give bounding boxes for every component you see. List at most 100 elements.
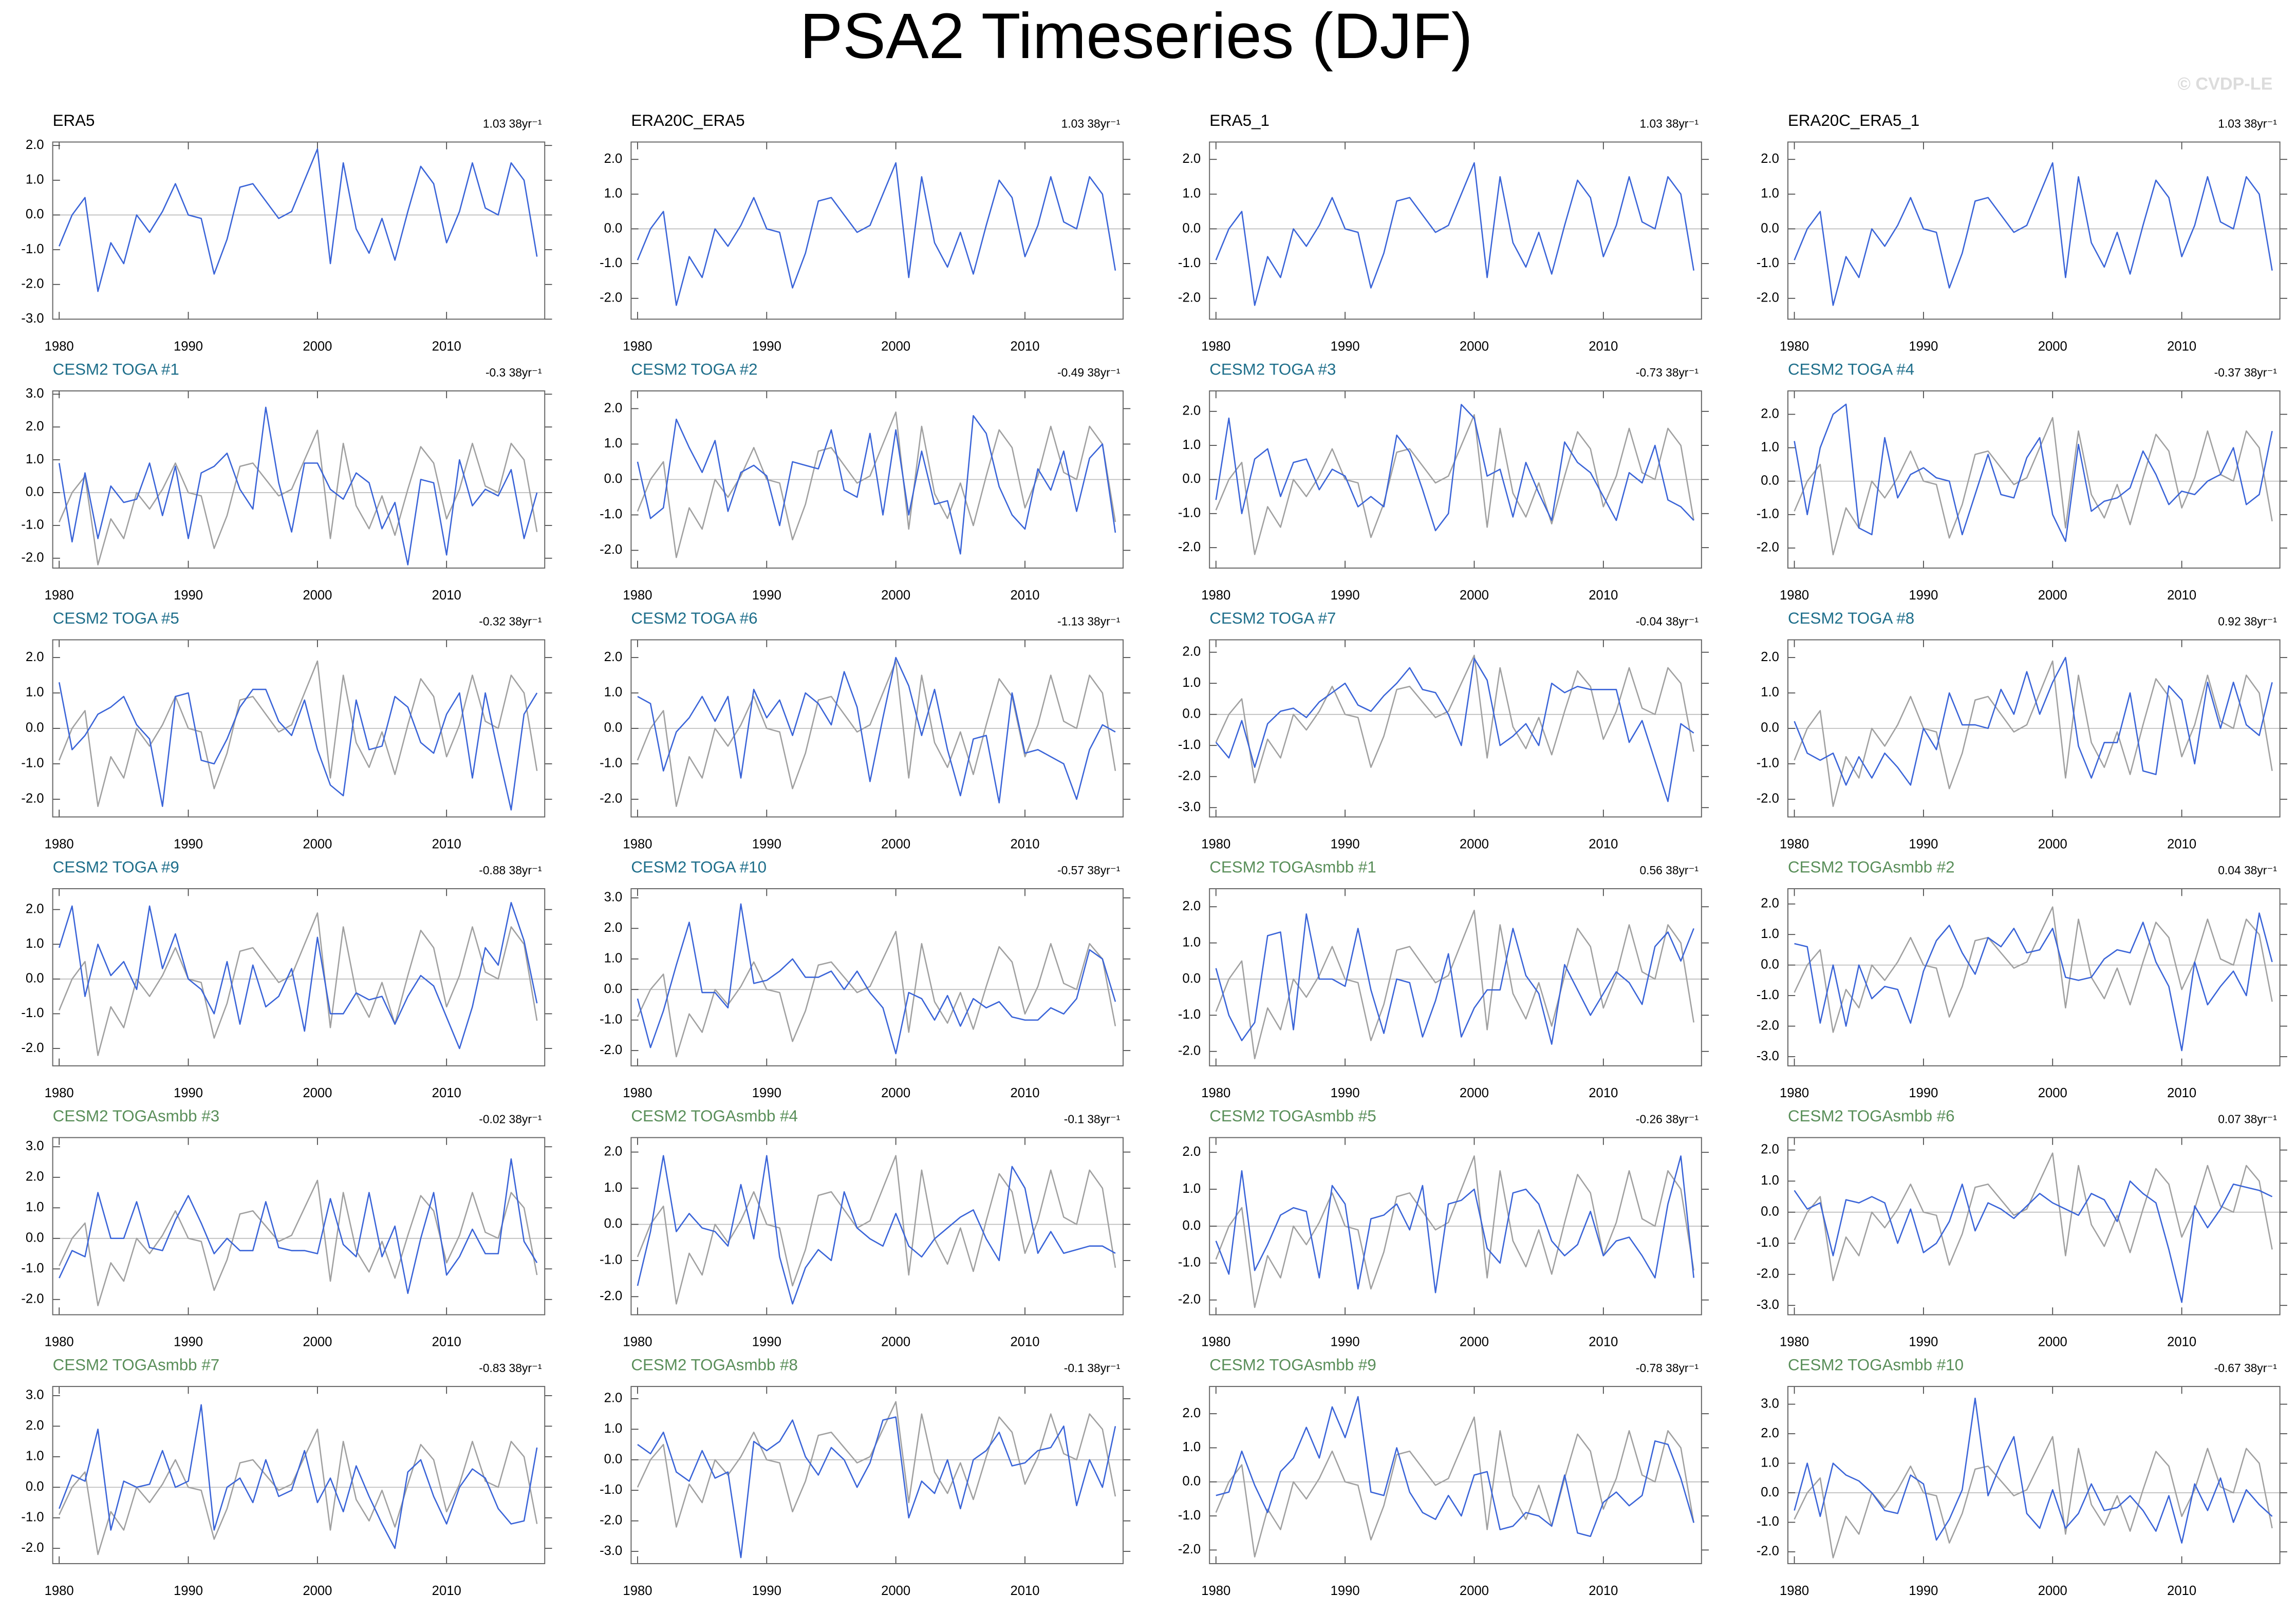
panel: CESM2 TOGAsmbb #5 -0.26 38yr⁻¹ 2.0 1.0 0.0 -1…: [1178, 1107, 1709, 1349]
x-tick-label: 2000: [881, 1584, 910, 1598]
y-tick-label: -2.0: [1757, 792, 1779, 806]
plot-frame: [630, 1386, 1124, 1564]
series-line: [1215, 909, 1695, 1060]
series-line: [1215, 654, 1695, 784]
series-line: [1215, 162, 1695, 306]
x-tick-label: 2010: [1010, 588, 1039, 603]
x-tick-label: 1990: [174, 588, 203, 603]
y-tick-label: 2.0: [604, 921, 623, 935]
plot-frame: [630, 1137, 1124, 1316]
series-line: [58, 902, 538, 1049]
x-tick-label: 2010: [432, 1584, 461, 1598]
x-tick-label: 2000: [1460, 339, 1489, 353]
panel-title: CESM2 TOGA #4: [1788, 360, 1914, 378]
trend-label: -0.04 38yr⁻¹: [1636, 614, 1699, 628]
series-line: [637, 162, 1116, 306]
y-tick-label: -2.0: [600, 542, 622, 557]
y-tick-label: 1.0: [26, 173, 44, 187]
x-tick-label: 2000: [2038, 1584, 2067, 1598]
trend-label: 1.03 38yr⁻¹: [483, 117, 542, 130]
x-tick-label: 2010: [2167, 1335, 2196, 1349]
plot-frame: [52, 1137, 546, 1316]
y-tick-label: -1.0: [600, 1482, 622, 1497]
series-line: [1794, 1152, 2273, 1282]
plot-frame: [1209, 1137, 1702, 1316]
panel: CESM2 TOGA #3 -0.73 38yr⁻¹ 2.0 1.0 0.0 -1.0 -2…: [1178, 360, 1709, 603]
y-tick-label: 0.0: [604, 221, 623, 235]
x-tick-label: 2010: [1589, 837, 1618, 851]
x-tick-label: 2000: [303, 1335, 332, 1349]
y-tick-label: 2.0: [1182, 152, 1201, 166]
y-tick-label: -1.0: [21, 1510, 44, 1525]
panel-title: CESM2 TOGAsmbb #7: [53, 1356, 220, 1374]
series-line: [58, 660, 538, 807]
series-line: [637, 1416, 1116, 1559]
y-tick-label: 1.0: [1761, 1173, 1779, 1188]
panel: CESM2 TOGAsmbb #4 -0.1 38yr⁻¹ 2.0 1.0 0.0 -1.…: [600, 1107, 1131, 1349]
y-tick-label: 0.0: [604, 721, 623, 735]
x-tick-label: 2010: [2167, 339, 2196, 353]
series-line: [59, 1158, 538, 1294]
y-tick-label: 2.0: [1761, 650, 1779, 664]
y-tick-label: 0.0: [26, 1479, 44, 1494]
y-tick-label: -2.0: [1178, 769, 1201, 783]
panel-title: CESM2 TOGAsmbb #2: [1788, 858, 1955, 876]
series-line: [1215, 658, 1694, 802]
plot-frame: [1787, 639, 2281, 818]
y-tick-label: -1.0: [1757, 507, 1779, 521]
y-tick-label: 3.0: [26, 1139, 44, 1153]
y-tick-label: 2.0: [604, 401, 623, 415]
x-tick-label: 1980: [623, 837, 652, 851]
series-line: [59, 1179, 538, 1306]
y-tick-label: -1.0: [1757, 988, 1779, 1002]
y-tick-label: 2.0: [26, 650, 44, 664]
series-line: [1215, 1155, 1695, 1293]
y-tick-label: -2.0: [1757, 540, 1779, 555]
trend-label: -0.57 38yr⁻¹: [1057, 864, 1121, 877]
y-tick-label: 0.0: [1761, 473, 1779, 487]
y-tick-label: 0.0: [1761, 957, 1779, 971]
x-tick-label: 1990: [174, 339, 203, 353]
y-tick-label: -1.0: [1178, 1255, 1201, 1270]
y-tick-label: 0.0: [1761, 721, 1779, 735]
trend-label: -0.73 38yr⁻¹: [1636, 366, 1699, 379]
plot-frame: [52, 390, 546, 569]
x-tick-label: 1980: [45, 1335, 74, 1349]
y-tick-label: -2.0: [1178, 1542, 1201, 1556]
panel-title: CESM2 TOGA #9: [53, 858, 179, 876]
x-tick-label: 2010: [432, 339, 461, 353]
x-tick-label: 1990: [1331, 339, 1360, 353]
y-tick-label: -1.0: [1178, 506, 1201, 520]
panel-title: CESM2 TOGAsmbb #10: [1788, 1356, 1964, 1374]
y-tick-label: 3.0: [1761, 1396, 1779, 1411]
x-tick-label: 2000: [881, 1335, 910, 1349]
series-line: [637, 415, 1116, 555]
series-line: [58, 682, 538, 811]
series-line: [637, 660, 1116, 807]
y-tick-label: -1.0: [1757, 1235, 1779, 1250]
x-tick-label: 1980: [1201, 339, 1230, 353]
plot-frame: [630, 639, 1124, 818]
x-tick-label: 1990: [1909, 588, 1938, 603]
y-tick-label: 1.0: [26, 1449, 44, 1463]
x-tick-label: 1990: [752, 837, 781, 851]
trend-label: -1.13 38yr⁻¹: [1057, 614, 1121, 628]
x-tick-label: 1980: [1780, 588, 1809, 603]
x-tick-label: 1980: [1780, 1086, 1809, 1100]
y-tick-label: 1.0: [1761, 186, 1779, 201]
x-tick-label: 2000: [303, 588, 332, 603]
panel: CESM2 TOGAsmbb #3 -0.02 38yr⁻¹ 3.0 2.0 1.0 0.…: [21, 1107, 552, 1349]
plot-frame: [630, 888, 1124, 1066]
y-tick-label: -1.0: [600, 1012, 622, 1026]
series-line: [637, 1155, 1116, 1305]
series-line: [637, 656, 1116, 804]
x-tick-label: 1990: [752, 1584, 781, 1598]
trend-label: -0.78 38yr⁻¹: [1636, 1361, 1699, 1375]
x-tick-label: 2000: [2038, 588, 2067, 603]
y-tick-label: 3.0: [26, 386, 44, 401]
series-line: [58, 406, 538, 566]
trend-label: -0.3 38yr⁻¹: [486, 366, 542, 379]
